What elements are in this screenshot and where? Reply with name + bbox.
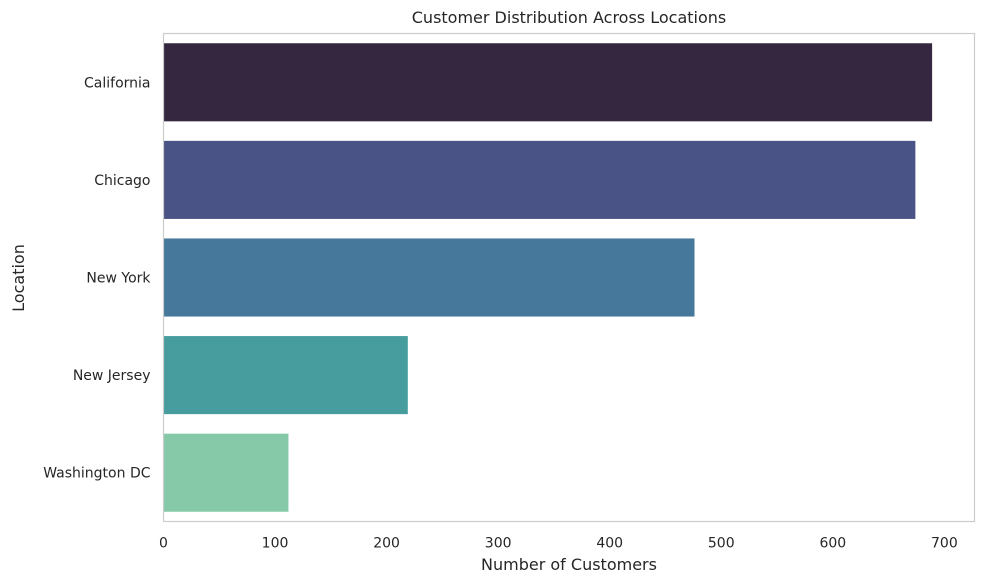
x-tick-label: 200 [373, 536, 400, 552]
y-tick-label: New York [86, 271, 151, 287]
y-tick-label: New Jersey [73, 368, 151, 384]
bar-washington-dc [163, 433, 289, 512]
x-tick-label: 700 [931, 536, 958, 552]
x-tick-label: 100 [262, 536, 289, 552]
x-tick-label: 500 [708, 536, 735, 552]
x-tick-label: 400 [596, 536, 623, 552]
bars-group [163, 43, 933, 512]
x-tick-label: 300 [485, 536, 512, 552]
x-tick-labels: 0 100 200 300 400 500 600 700 [159, 536, 958, 552]
y-tick-label: Chicago [94, 173, 150, 189]
y-tick-labels: California Chicago New York New Jersey Washi… [43, 75, 151, 481]
bar-california [163, 43, 933, 122]
bar-new-jersey [163, 336, 408, 415]
bar-new-york [163, 238, 695, 317]
y-tick-label: California [84, 75, 150, 91]
x-tick-label: 0 [159, 536, 168, 552]
y-axis-label: Location [9, 244, 28, 312]
plot-frame [162, 32, 976, 523]
bar-chicago [163, 140, 916, 219]
x-tick-label: 600 [819, 536, 846, 552]
chart-title: Customer Distribution Across Locations [412, 8, 726, 27]
x-axis-label: Number of Customers [481, 555, 657, 574]
y-tick-label: Washington DC [43, 466, 151, 482]
